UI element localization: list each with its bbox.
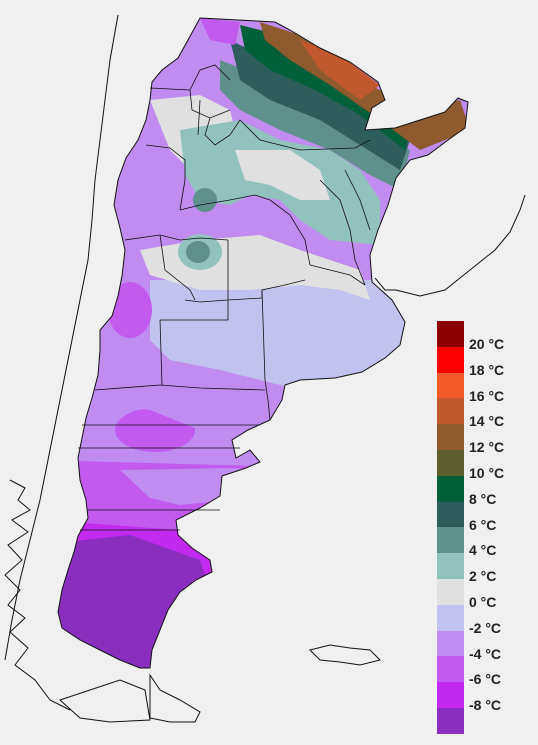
- legend-swatch: [437, 321, 464, 347]
- legend-row: -4 °C: [437, 630, 532, 662]
- legend-swatch: [437, 553, 464, 579]
- legend-swatch: [437, 475, 464, 502]
- legend-swatch: [437, 630, 464, 657]
- legend-swatch: [437, 707, 464, 734]
- legend-label: 10 °C: [469, 464, 505, 481]
- legend-swatch: [437, 372, 464, 399]
- legend-row: 12 °C: [437, 424, 532, 455]
- zone-14-band: [300, 40, 380, 100]
- legend-swatch: [437, 501, 464, 528]
- legend-label: 6 °C: [469, 516, 497, 533]
- legend-swatch: [437, 578, 464, 605]
- zone-minus4-central: [90, 360, 260, 430]
- legend-row: 10 °C: [437, 449, 532, 481]
- legend-swatch: [437, 449, 464, 476]
- legend-row: 18 °C: [437, 346, 532, 378]
- zone-4-cordoba: [186, 241, 210, 263]
- neighbour-borders: [4, 14, 526, 723]
- legend-label: 14 °C: [469, 413, 505, 430]
- legend-row: 0 °C: [437, 578, 532, 610]
- legend-row: 2 °C: [437, 553, 532, 584]
- legend-row: 16 °C: [437, 372, 532, 404]
- legend-row: 20 °C: [437, 321, 532, 352]
- zone-0-pocket: [235, 150, 330, 200]
- legend-swatch: [437, 604, 464, 631]
- legend-swatch: [437, 398, 464, 425]
- legend-row: 4 °C: [437, 527, 532, 558]
- legend-label: 2 °C: [469, 568, 497, 585]
- legend-label: 12 °C: [469, 439, 505, 456]
- temperature-legend: 20 °C 18 °C 16 °C 14 °C 12 °C 10 °C 8 °C 6 °C 4 …: [437, 321, 532, 734]
- zone-4-spot: [193, 188, 217, 212]
- legend-label: -6 °C: [469, 671, 502, 688]
- legend-row: 6 °C: [437, 501, 532, 533]
- zone-minus2: [150, 280, 420, 400]
- zone-minus6-puna: [200, 18, 240, 45]
- legend-label: 20 °C: [469, 336, 505, 352]
- legend-swatch: [437, 346, 464, 373]
- legend-label: 4 °C: [469, 542, 497, 559]
- legend-row: 14 °C: [437, 398, 532, 429]
- legend-row: -2 °C: [437, 604, 532, 636]
- legend-row: [437, 707, 532, 734]
- province-boundaries: [78, 64, 371, 531]
- legend-label: 0 °C: [469, 593, 497, 610]
- legend-label: -8 °C: [469, 697, 502, 714]
- legend-row: -8 °C: [437, 682, 532, 713]
- legend-label: -4 °C: [469, 645, 502, 662]
- zone-minus10: [58, 535, 210, 668]
- legend-row: -6 °C: [437, 656, 532, 687]
- legend-label: 16 °C: [469, 387, 505, 404]
- legend-swatch: [437, 527, 464, 554]
- legend-label: -2 °C: [469, 619, 502, 636]
- legend-swatch: [437, 656, 464, 683]
- zone-6-band: [230, 40, 410, 170]
- zone-8-band: [240, 25, 410, 150]
- legend-swatch: [437, 424, 464, 450]
- legend-label: 18 °C: [469, 361, 505, 378]
- legend-row: 8 °C: [437, 475, 532, 507]
- zone-minus6-west: [108, 282, 152, 338]
- legend-label: 8 °C: [469, 490, 497, 507]
- legend-swatch: [437, 682, 464, 708]
